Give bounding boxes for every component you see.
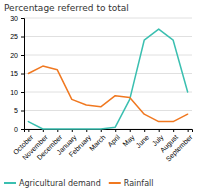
y-tick-label: 15 [10, 70, 18, 77]
grid-line [24, 18, 192, 19]
x-tick-label: March [88, 133, 107, 152]
plot: 0 5 10 15 20 25 30 OctoberNovemberDecemberJanua… [10, 15, 195, 164]
series-line [28, 29, 187, 129]
y-tick-mark [21, 55, 24, 56]
x-tick-mark [130, 129, 131, 132]
x-axis-line [25, 130, 193, 133]
grid-line [24, 55, 192, 56]
title: Percentage referred to total [4, 3, 129, 13]
y-tick-mark [21, 18, 24, 19]
series-line [28, 66, 187, 122]
x-tick-label: September [164, 133, 194, 163]
legend-label: Rainfall [124, 179, 154, 188]
x-tick: April [106, 129, 122, 149]
x-tick-mark [28, 129, 29, 132]
y-tick-mark [21, 129, 24, 130]
grid-line [24, 73, 192, 74]
legend-item: Rainfall [109, 179, 154, 188]
x-tick: June [134, 129, 150, 149]
legend-item: Agricultural demand [4, 179, 101, 188]
y-tick-label: 20 [10, 52, 18, 59]
y-tick-mark [21, 111, 24, 112]
y-tick: 0 [14, 126, 24, 133]
x-tick-mark [188, 129, 189, 132]
y-tick: 30 [10, 15, 24, 22]
legend-label: Agricultural demand [19, 179, 101, 188]
y-tick: 10 [10, 89, 24, 96]
legend-swatch [109, 182, 121, 184]
grid-line [24, 110, 192, 111]
y-tick-label: 10 [10, 89, 18, 96]
x-tick-mark [144, 129, 145, 132]
grid-line [24, 92, 192, 93]
x-tick-mark [115, 129, 116, 132]
legend: Agricultural demand Rainfall [4, 179, 154, 188]
grid [24, 18, 192, 129]
y-axis-line [21, 19, 25, 130]
y-tick: 15 [10, 70, 24, 77]
y-tick-mark [21, 37, 24, 38]
y-tick-mark [21, 92, 24, 93]
y-tick-mark [21, 74, 24, 75]
y-tick-label: 25 [10, 33, 18, 40]
legend-swatch [4, 182, 16, 184]
x-tick: September [164, 129, 194, 163]
x-tick-mark [173, 129, 174, 132]
y-axis: 0 5 10 15 20 25 30 [10, 15, 24, 133]
x-tick-label: April [106, 133, 122, 149]
x-axis: OctoberNovemberDecemberJanuaryFebruaryMa… [12, 129, 195, 163]
x-tick-mark [159, 129, 160, 132]
x-tick-label: June [134, 133, 150, 149]
y-tick: 20 [10, 52, 24, 59]
x-tick-label: May [121, 133, 136, 148]
y-tick-label: 0 [14, 126, 18, 133]
y-tick: 25 [10, 33, 24, 40]
y-tick-label: 30 [10, 15, 18, 22]
lines [28, 29, 187, 129]
x-tick: February [67, 129, 93, 159]
y-tick: 5 [14, 107, 24, 114]
chart: 0 5 10 15 20 25 30 OctoberNovemberDecemberJanua… [0, 0, 200, 191]
x-tick: March [88, 129, 107, 152]
y-tick-label: 5 [14, 107, 18, 114]
